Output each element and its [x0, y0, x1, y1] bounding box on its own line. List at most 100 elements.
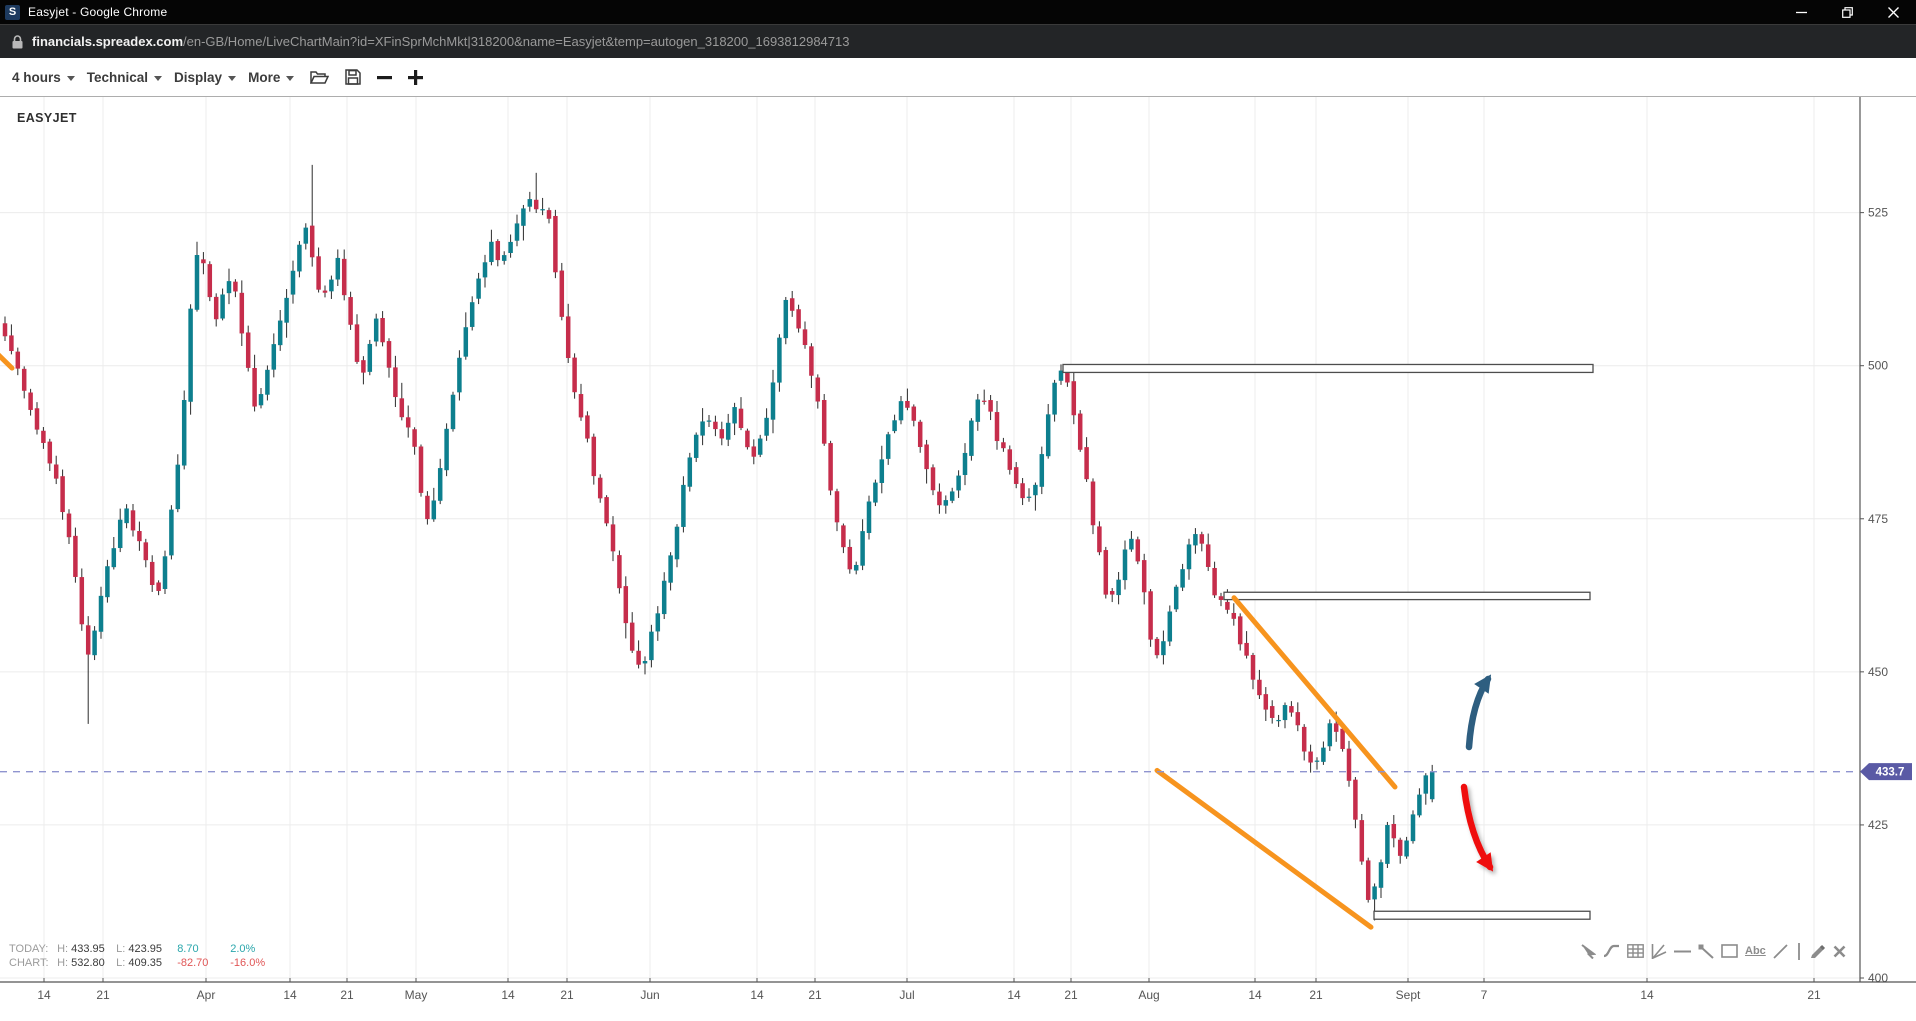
candle-body	[463, 327, 469, 357]
pointer-tool-icon[interactable]	[1581, 943, 1596, 959]
candle-body	[258, 394, 264, 406]
candle-body	[425, 495, 430, 520]
zoom-out-icon[interactable]	[377, 70, 393, 85]
candle-body	[1263, 694, 1269, 710]
orange-trendline[interactable]	[1154, 767, 1374, 930]
candle-body	[1109, 590, 1115, 595]
timeframe-label: 4 hours	[12, 69, 61, 85]
chart-change: -82.70	[177, 957, 209, 969]
candle-body	[245, 332, 251, 368]
candle-body	[527, 199, 533, 207]
candle-body	[284, 297, 289, 323]
candle-body	[361, 360, 366, 373]
candle-body	[911, 406, 917, 421]
candle-body	[47, 441, 53, 464]
candle-body	[1429, 771, 1435, 800]
candle-body	[1077, 413, 1083, 450]
candle-body	[956, 475, 961, 491]
window-controls	[1778, 0, 1916, 24]
candle-body	[540, 209, 545, 211]
candle-body	[156, 582, 161, 591]
text-tool-icon[interactable]: Abc	[1745, 945, 1766, 957]
horizontal-line-tool-icon[interactable]	[1674, 944, 1691, 959]
orange-trendlines[interactable]	[0, 352, 1398, 930]
price-tag-shape	[1860, 763, 1912, 781]
candle-body	[1237, 616, 1243, 645]
restore-icon[interactable]	[1824, 0, 1870, 24]
trendline-tool-icon[interactable]	[1698, 944, 1714, 959]
grid-tool-icon[interactable]	[1627, 944, 1644, 958]
candle-body	[719, 429, 725, 439]
x-tick-label: 14	[501, 988, 515, 1002]
candle-body	[591, 436, 597, 477]
candle-body	[1199, 534, 1205, 544]
x-tick-label: Sept	[1396, 988, 1421, 1002]
display-dropdown[interactable]: Display	[174, 70, 237, 85]
timeframe-dropdown[interactable]: 4 hours	[12, 70, 75, 85]
price-zone[interactable]	[1223, 591, 1591, 601]
candle-body	[495, 241, 501, 261]
candle-body	[841, 525, 846, 548]
chart-area[interactable]: 525 500 475 450 425 400 14 21 Apr 14 21 May 14 21 Jun 1…	[0, 97, 1916, 1021]
candle-body	[924, 444, 929, 470]
save-icon[interactable]	[345, 69, 362, 85]
today-label: TODAY:	[9, 943, 49, 955]
more-dropdown[interactable]: More	[248, 70, 295, 85]
chart-toolbar: 4 hours Technical Display More	[0, 58, 1916, 97]
candle-body	[130, 510, 136, 531]
x-tick-label: Jun	[640, 988, 659, 1002]
x-tick-label: 14	[283, 988, 297, 1002]
direction-arrows[interactable]	[1460, 674, 1494, 872]
candle-body	[879, 459, 885, 483]
candle-body	[1404, 840, 1409, 857]
rectangle-tool-icon[interactable]	[1721, 944, 1738, 958]
candle-body	[1295, 712, 1301, 726]
x-tick-label: Jul	[899, 988, 914, 1002]
candle-body	[418, 446, 424, 493]
candle-body	[1423, 775, 1429, 794]
candle-body	[610, 524, 616, 552]
candle-body	[1231, 612, 1237, 619]
candle-body	[233, 281, 238, 292]
candle-body	[1193, 534, 1198, 546]
close-icon[interactable]	[1870, 0, 1916, 24]
url-path: /en-GB/Home/LiveChartMain?id=XFinSprMchM…	[183, 34, 850, 49]
zoom-in-icon[interactable]	[408, 69, 424, 85]
orange-trendline[interactable]	[0, 352, 15, 371]
candle-body	[137, 531, 142, 542]
candle-body	[642, 661, 648, 664]
candle-body	[597, 477, 603, 499]
angle-lines-tool-icon[interactable]	[1651, 943, 1667, 959]
delete-tool-icon[interactable]	[1833, 945, 1846, 958]
x-tick-label: 7	[1481, 988, 1488, 1002]
candle-body	[1365, 860, 1371, 900]
open-folder-icon[interactable]	[310, 70, 330, 85]
technical-dropdown[interactable]: Technical	[87, 70, 163, 85]
url-bar[interactable]: financials.spreadex.com/en-GB/Home/LiveC…	[0, 24, 1916, 58]
orange-trendline[interactable]	[1231, 595, 1398, 790]
price-zone[interactable]	[1062, 363, 1594, 374]
x-tick-label: May	[405, 988, 428, 1002]
bullish-arrow[interactable]	[1465, 674, 1492, 751]
curved-line-tool-icon[interactable]	[1603, 944, 1620, 958]
padlock-icon	[12, 34, 23, 48]
candle-body	[450, 394, 456, 430]
candle-body	[1244, 642, 1249, 656]
candle-body	[1397, 839, 1403, 856]
candle-body	[367, 343, 373, 372]
candle-body	[572, 357, 577, 393]
bearish-arrow[interactable]	[1460, 783, 1494, 872]
diagonal-line-tool-icon[interactable]	[1773, 943, 1788, 959]
candle-body	[930, 467, 936, 491]
price-zones[interactable]	[1062, 363, 1594, 920]
candle-body	[713, 421, 718, 430]
marker-tool-icon[interactable]	[1810, 944, 1826, 959]
price-zone[interactable]	[1373, 910, 1591, 920]
candle-body	[1276, 719, 1281, 722]
low-label: L:	[116, 957, 126, 969]
vertical-line-tool-icon[interactable]	[1795, 942, 1803, 960]
x-tick-label: 14	[1640, 988, 1654, 1002]
candle-body	[1289, 706, 1294, 713]
candle-body	[2, 323, 8, 337]
minimize-icon[interactable]	[1778, 0, 1824, 24]
